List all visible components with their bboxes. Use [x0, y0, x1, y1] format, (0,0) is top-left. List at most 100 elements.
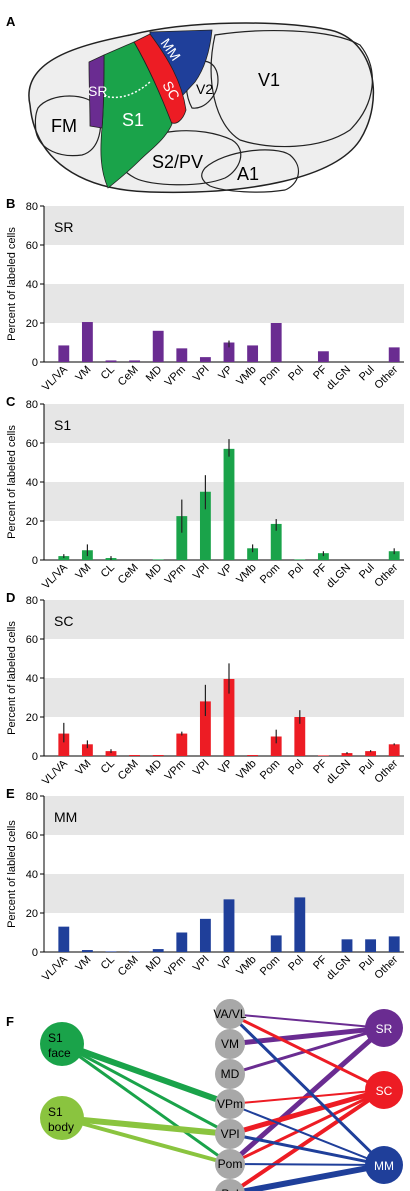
bar-pf [317, 351, 329, 362]
x-tick-label: Other [372, 757, 400, 785]
bar-vm [81, 950, 93, 952]
bar-vp [223, 678, 235, 756]
y-tick-label: 0 [32, 751, 38, 763]
chart-b: B 0 20 40 60 80 Percent of labeled cells SR VL/V… [6, 196, 404, 394]
y-tick-label: 40 [26, 869, 38, 881]
bar-vpm [176, 733, 188, 756]
node-label: VPm [217, 1097, 243, 1111]
panel-letter-f: F [6, 1014, 14, 1029]
bar-vpm [176, 932, 188, 952]
x-tick-label: VL/VA [40, 953, 70, 983]
x-tick-label: Other [372, 363, 400, 391]
panel-letter-c: C [6, 394, 16, 409]
y-tick-label: 80 [26, 791, 38, 803]
bar-pol [294, 559, 306, 560]
bar-vp [223, 448, 235, 560]
edge-pol-mm [229, 1162, 387, 1191]
bar-vpm [176, 348, 188, 362]
x-tick-label: VPl [191, 758, 212, 779]
bar-vpl [199, 491, 211, 560]
x-tick-label: Pol [286, 954, 306, 974]
x-tick-label: CL [99, 954, 117, 972]
bar-dlgn [341, 753, 353, 756]
y-tick-label: 20 [26, 712, 38, 724]
edge-vavl-mm [228, 1012, 386, 1167]
x-tick-label: VL/VA [40, 757, 70, 787]
x-tick-label: dLGN [324, 562, 353, 591]
x-tick-label: VPl [191, 364, 212, 385]
x-tick-label: VM [73, 562, 93, 582]
chart-title: SC [54, 613, 73, 629]
node-s1face [40, 1022, 84, 1066]
bar-pf [317, 553, 329, 560]
s1-dotted-boundary [103, 81, 151, 99]
node-pol [215, 1179, 245, 1191]
node-label: SC [376, 1084, 393, 1098]
bar-md [152, 949, 164, 952]
x-tick-label: MD [144, 562, 165, 583]
bar-other [388, 936, 400, 952]
x-tick-label: VPl [191, 954, 212, 975]
node-label: Pom [218, 1157, 243, 1171]
x-tick-label: VL/VA [40, 561, 70, 591]
x-tick-label: CL [99, 758, 117, 776]
bar-vpm [176, 516, 188, 560]
bar-vmb [247, 548, 259, 560]
y-tick-label: 60 [26, 240, 38, 252]
y-axis-label: Percent of labeled cells [6, 621, 18, 735]
x-tick-label: dLGN [324, 954, 353, 983]
chart-d: D 0 20 40 60 80 Percent of labeled cells SC VL/V… [6, 590, 404, 788]
bar-pom [270, 323, 282, 362]
bar-vlva [58, 733, 70, 756]
bar-vp [223, 899, 235, 952]
label-a1: A1 [237, 164, 259, 184]
bar-md [152, 330, 164, 362]
node-vpl [215, 1119, 245, 1149]
bar-pom [270, 523, 282, 560]
y-tick-label: 20 [26, 318, 38, 330]
x-tick-label: VL/VA [40, 363, 70, 393]
node-label: MM [374, 1159, 394, 1173]
edge-vavl-sr [229, 1013, 385, 1029]
x-tick-label: Pol [286, 758, 306, 778]
bar-vmb [247, 755, 259, 756]
node-label: VPl [221, 1127, 240, 1141]
bar-pul [365, 939, 377, 952]
x-tick-label: VM [73, 758, 93, 778]
bar-vmb [247, 345, 259, 362]
bar-pol [294, 897, 306, 952]
y-tick-label: 0 [32, 555, 38, 567]
node-label: S1 [48, 1105, 63, 1119]
bar-pul [365, 751, 377, 756]
chart-title: S1 [54, 417, 71, 433]
x-tick-label: PF [311, 363, 330, 382]
label-fm: FM [51, 116, 77, 136]
x-tick-label: Pol [286, 562, 306, 582]
x-tick-label: PF [311, 561, 330, 580]
label-s1: S1 [122, 110, 144, 130]
x-tick-label: CeM [116, 562, 141, 587]
edge-s1face-vpm [59, 1041, 233, 1107]
label-sr: SR [88, 83, 107, 99]
edge-s1body-vpl [59, 1115, 233, 1137]
grid-band [44, 796, 404, 835]
bar-cl [105, 751, 117, 756]
grid-band [44, 206, 404, 245]
panel-letter-d: D [6, 590, 15, 605]
x-tick-label: MD [144, 364, 165, 385]
x-tick-label: Pom [258, 954, 282, 978]
chart-e: E 0 20 40 60 80 Percent of labled cells MM VL/VA… [6, 786, 404, 984]
bar-vm [81, 322, 93, 362]
x-tick-label: PF [311, 953, 330, 972]
edge-vm-sr [227, 1025, 387, 1047]
edge-vpm-mm [229, 1103, 385, 1166]
chart-title: SR [54, 219, 73, 235]
region-v1 [210, 29, 373, 148]
node-sc [365, 1071, 403, 1109]
node-label: VM [221, 1037, 239, 1051]
chart-title: MM [54, 809, 77, 825]
x-tick-label: VPm [163, 364, 188, 389]
bar-cl [105, 951, 117, 952]
y-tick-label: 60 [26, 830, 38, 842]
